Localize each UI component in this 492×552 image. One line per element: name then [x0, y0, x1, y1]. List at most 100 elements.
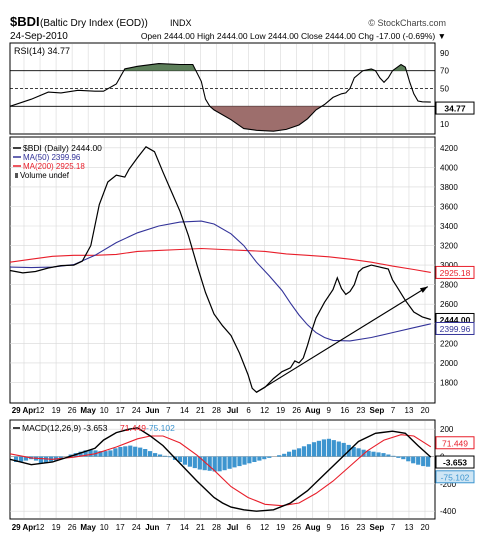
- x-label-top-19: 9: [327, 406, 332, 415]
- chart-date: 24-Sep-2010: [10, 31, 68, 42]
- macd-histogram-bar: [103, 451, 108, 457]
- macd-histogram-bar: [232, 456, 237, 468]
- x-label-bottom-5: 10: [100, 523, 109, 532]
- x-label-bottom-1: 12: [36, 523, 45, 532]
- ma200-last-value: 2925.18: [440, 268, 471, 278]
- quote-summary: Open 2444.00 High 2444.00 Low 2444.00 Cl…: [141, 31, 446, 41]
- macd-histogram-bar: [222, 456, 227, 471]
- macd-signal-last-value: 71.449: [442, 438, 468, 448]
- macd-histogram-bar: [301, 446, 307, 457]
- chart-name: (Baltic Dry Index (EOD)): [40, 18, 148, 29]
- x-label-bottom-9: 7: [166, 523, 171, 532]
- macd-histogram-bar: [361, 449, 366, 457]
- macd-histogram-bar: [162, 455, 168, 457]
- price-tick-4: 2600: [440, 300, 458, 309]
- macd-histogram-bar: [426, 456, 431, 467]
- rsi-last-value: 34.77: [444, 104, 466, 114]
- macd-histogram-bar: [406, 456, 411, 462]
- x-label-top-5: 10: [100, 406, 109, 415]
- macd-histogram-bar: [242, 456, 247, 465]
- rsi-title: RSI(14) 34.77: [14, 46, 70, 56]
- x-label-top-20: 16: [340, 406, 349, 415]
- macd-tick-0: -400: [440, 507, 457, 516]
- macd-histogram-bar: [311, 442, 317, 457]
- legend-ma200: MA(200) 2925.18: [23, 162, 85, 171]
- x-label-bottom-23: 7: [391, 523, 396, 532]
- macd-histogram-bar: [421, 456, 426, 467]
- x-label-bottom-0: 29 Apr: [12, 523, 37, 532]
- rsi-grid: [10, 44, 435, 133]
- x-label-top-22: Sep: [370, 406, 385, 415]
- x-label-top-15: 12: [260, 406, 269, 415]
- x-label-bottom-2: 19: [52, 523, 61, 532]
- macd-histogram-bar: [292, 449, 297, 457]
- macd-histogram-bar: [58, 456, 63, 460]
- x-label-bottom-10: 14: [180, 523, 189, 532]
- x-label-bottom-8: Jun: [145, 523, 159, 532]
- price-tick-8: 3400: [440, 222, 458, 231]
- x-label-bottom-21: 23: [356, 523, 365, 532]
- x-label-top-4: May: [80, 406, 96, 415]
- macd-histogram-bar: [158, 454, 163, 457]
- macd-histogram-bar: [341, 442, 346, 457]
- x-label-bottom-17: 26: [292, 523, 301, 532]
- ma200-line: [9, 247, 431, 273]
- macd-histogram-bar: [23, 456, 29, 461]
- price-grid: [10, 138, 435, 402]
- macd-panel: -400-200020071.449-3.653-75.102 MACD(12,…: [9, 419, 475, 520]
- copyright-label: © StockCharts.com: [368, 18, 446, 28]
- macd-histogram-bar: [386, 454, 391, 457]
- macd-histogram-bar: [237, 456, 242, 467]
- x-label-top-7: 24: [132, 406, 141, 415]
- x-label-bottom-19: 9: [327, 523, 332, 532]
- x-label-bottom-4: May: [80, 523, 96, 532]
- price-tick-12: 4200: [440, 144, 458, 153]
- macd-histogram-bar: [148, 451, 153, 457]
- price-tick-11: 4000: [440, 163, 458, 172]
- macd-histogram-bar: [192, 456, 197, 469]
- macd-last-value: -3.653: [443, 458, 467, 468]
- x-label-top-23: 7: [391, 406, 396, 415]
- x-label-top-9: 7: [166, 406, 171, 415]
- price-tick-0: 1800: [440, 378, 458, 387]
- x-label-top-10: 14: [180, 406, 189, 415]
- macd-histogram-bar: [252, 456, 257, 462]
- x-axis-labels-top: 29 Apr 12 19 26 May 10 17 24 Jun 7 14 21 28 Jul 6 12 19 2…: [12, 406, 430, 415]
- macd-histogram-bar: [326, 438, 331, 457]
- macd-histogram-bar: [277, 455, 282, 457]
- macd-histogram-bar: [43, 456, 48, 463]
- macd-line: [9, 427, 432, 512]
- legend-volume: Volume undef: [20, 171, 70, 180]
- price-tick-10: 3800: [440, 183, 458, 192]
- macd-histogram-bar: [227, 456, 232, 469]
- macd-signal-line: [9, 434, 432, 507]
- macd-ticks: -400-200020071.449-3.653-75.102: [435, 425, 475, 516]
- macd-histogram-bar: [331, 440, 336, 457]
- macd-histogram-bar: [38, 456, 43, 464]
- macd-histogram-bar: [108, 450, 113, 457]
- macd-histogram-bar: [257, 456, 262, 461]
- rsi-panel: 103050709034.77 RSI(14) 34.77: [9, 42, 475, 135]
- macd-histogram-bar: [197, 456, 202, 470]
- macd-histogram-bar: [401, 456, 406, 460]
- x-label-top-14: 6: [246, 406, 251, 415]
- price-tick-9: 3600: [440, 202, 458, 211]
- x-label-bottom-6: 17: [116, 523, 125, 532]
- chart-exchange: INDX: [170, 18, 192, 28]
- x-label-top-12: 28: [212, 406, 221, 415]
- macd-histogram-bar: [316, 440, 321, 457]
- macd-title-main: MACD(12,26,9) -3.653: [22, 423, 108, 433]
- x-label-top-21: 23: [356, 406, 365, 415]
- x-label-top-8: Jun: [145, 406, 159, 415]
- macd-histogram-bar: [133, 446, 138, 457]
- macd-histogram-bar: [267, 456, 272, 458]
- macd-title-hist: -75.102: [146, 423, 175, 433]
- price-legend: $BDI (Daily) 2444.00 MA(50) 2399.96 MA(2…: [13, 143, 102, 180]
- macd-lines: [9, 427, 432, 512]
- macd-histogram-bar: [207, 456, 212, 471]
- x-label-top-16: 19: [276, 406, 285, 415]
- x-label-top-0: 29 Apr: [12, 406, 37, 415]
- x-label-top-11: 21: [196, 406, 205, 415]
- macd-histogram-bar: [371, 451, 376, 457]
- macd-histogram-bar: [118, 447, 123, 457]
